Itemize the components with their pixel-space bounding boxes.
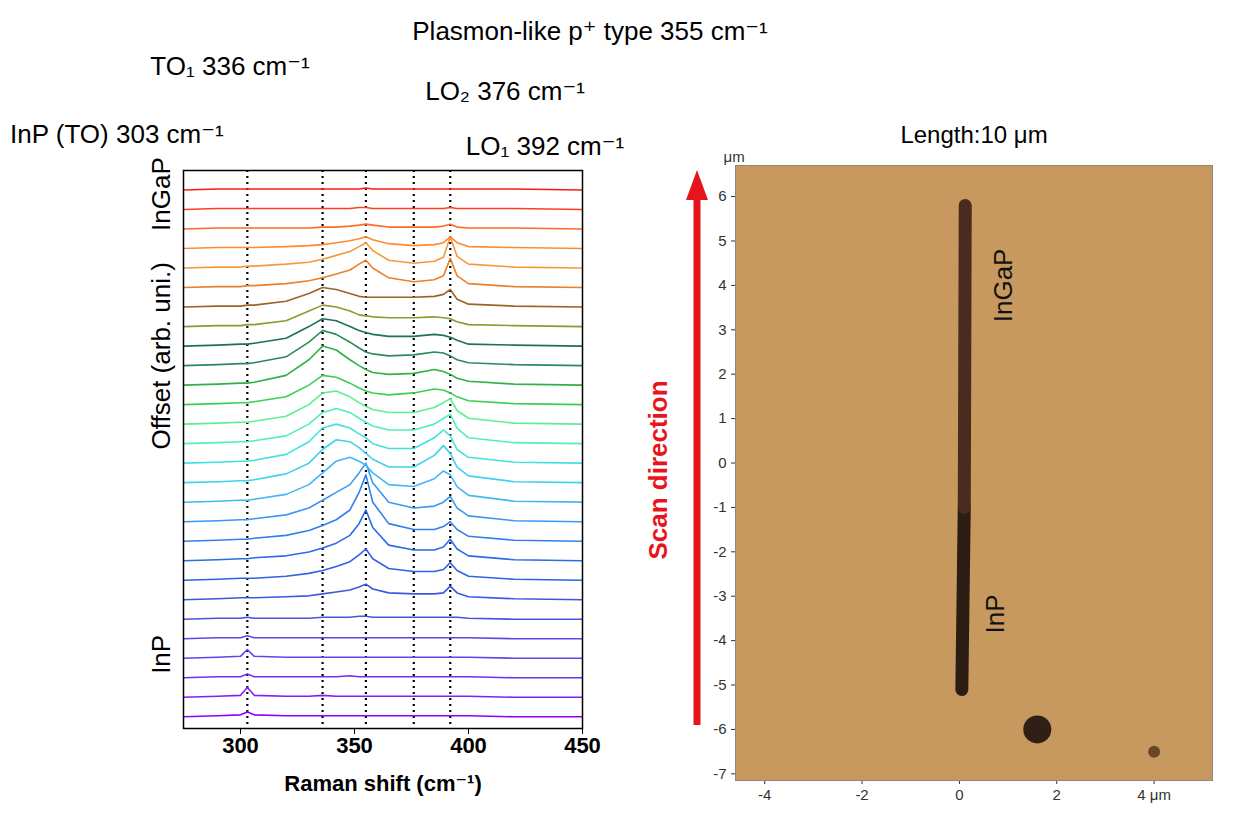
svg-text:LO₂ 376 cm⁻¹: LO₂ 376 cm⁻¹ [425, 76, 585, 106]
svg-text:2: 2 [1053, 786, 1061, 803]
svg-text:4: 4 [718, 276, 726, 293]
svg-text:-7: -7 [713, 765, 726, 782]
svg-text:InP (TO) 303 cm⁻¹: InP (TO) 303 cm⁻¹ [10, 119, 224, 149]
svg-text:350: 350 [336, 733, 373, 758]
svg-text:μm: μm [724, 148, 745, 165]
svg-text:450: 450 [564, 733, 601, 758]
svg-text:-1: -1 [713, 498, 726, 515]
svg-text:Plasmon-like p⁺ type 355 cm⁻¹: Plasmon-like p⁺ type 355 cm⁻¹ [412, 16, 768, 46]
svg-text:-5: -5 [713, 676, 726, 693]
svg-text:LO₁ 392 cm⁻¹: LO₁ 392 cm⁻¹ [466, 131, 625, 161]
svg-text:InP: InP [146, 635, 176, 674]
svg-text:Offset (arb. uni.): Offset (arb. uni.) [146, 262, 176, 449]
svg-text:300: 300 [222, 733, 259, 758]
svg-text:Raman shift (cm⁻¹): Raman shift (cm⁻¹) [284, 771, 481, 796]
svg-text:InP: InP [980, 594, 1010, 633]
svg-text:-3: -3 [713, 587, 726, 604]
svg-text:-6: -6 [713, 720, 726, 737]
svg-text:Length:10 μm: Length:10 μm [900, 121, 1047, 148]
svg-text:InGaP: InGaP [146, 157, 176, 231]
svg-text:-2: -2 [855, 786, 868, 803]
svg-text:-4: -4 [713, 631, 726, 648]
svg-text:1: 1 [718, 409, 726, 426]
svg-text:5: 5 [718, 232, 726, 249]
svg-text:InGaP: InGaP [988, 249, 1018, 323]
svg-text:0: 0 [718, 454, 726, 471]
svg-text:400: 400 [450, 733, 487, 758]
svg-text:0: 0 [955, 786, 963, 803]
svg-text:-4: -4 [758, 786, 771, 803]
svg-text:6: 6 [718, 187, 726, 204]
svg-text:-2: -2 [713, 543, 726, 560]
svg-text:3: 3 [718, 321, 726, 338]
svg-text:4 μm: 4 μm [1137, 786, 1171, 803]
svg-text:2: 2 [718, 365, 726, 382]
svg-text:Scan direction: Scan direction [643, 380, 673, 559]
svg-text:TO₁ 336 cm⁻¹: TO₁ 336 cm⁻¹ [150, 51, 310, 81]
